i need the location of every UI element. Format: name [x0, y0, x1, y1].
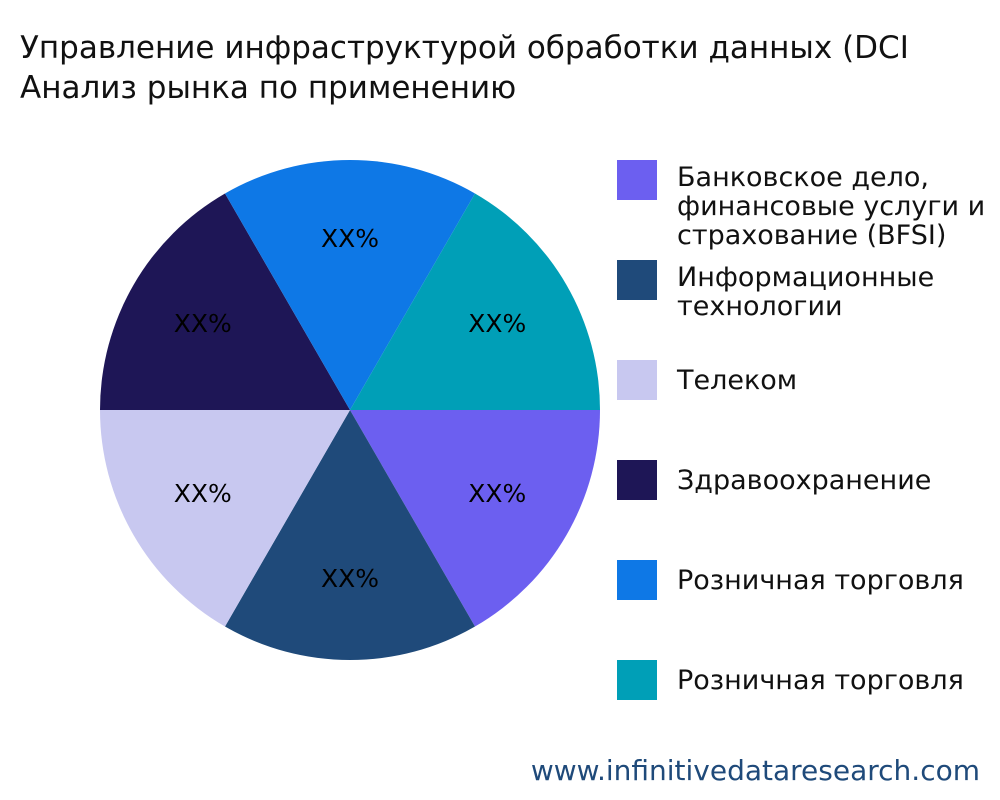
legend-swatch — [617, 260, 657, 300]
pie: XX% XX% XX% XX% XX% XX% — [100, 160, 600, 660]
slice-label: XX% — [321, 224, 379, 253]
pie-slice — [350, 410, 600, 627]
legend-swatch — [617, 160, 657, 200]
slice-label: XX% — [174, 479, 232, 508]
legend-label: Информационные технологии — [677, 262, 935, 322]
legend-swatch — [617, 660, 657, 700]
pie-slice — [100, 193, 350, 410]
legend-label: Здравоохранение — [677, 465, 932, 496]
legend-label: Телеком — [677, 365, 798, 396]
legend-label: Банковское дело, финансовые услуги и стр… — [677, 162, 986, 251]
legend-label: Розничная торговля — [677, 565, 964, 596]
legend-swatch — [617, 560, 657, 600]
legend-label: Розничная торговля — [677, 665, 964, 696]
pie-slice — [100, 410, 350, 627]
slice-label: XX% — [321, 564, 379, 593]
pie-slice — [225, 410, 475, 660]
legend-swatch — [617, 360, 657, 400]
chart-title: Анализ рынка по применению — [20, 70, 516, 106]
chart-title: Управление инфраструктурой обработки дан… — [20, 30, 909, 66]
slice-label: XX% — [468, 479, 526, 508]
source-url: www.infinitivedataresearch.com — [531, 754, 980, 787]
pie-slice — [350, 193, 600, 410]
legend-swatch — [617, 460, 657, 500]
pie-slice — [225, 160, 475, 410]
slice-label: XX% — [174, 309, 232, 338]
slice-label: XX% — [468, 309, 526, 338]
